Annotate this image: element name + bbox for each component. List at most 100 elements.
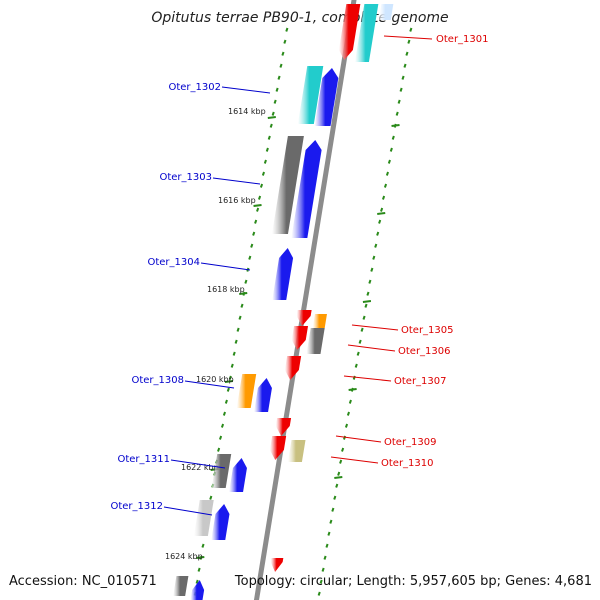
left-rail-dot: [281, 51, 285, 56]
kbp-tick-right: [362, 300, 372, 303]
left-rail-dot: [271, 111, 275, 116]
right-rail-dot: [370, 267, 374, 272]
right-rail-dot: [321, 567, 325, 572]
gene-oter-1301-red[interactable]: [338, 4, 361, 60]
gene-oter-1311-blue[interactable]: [229, 458, 247, 492]
leader-line-left: [163, 506, 213, 516]
gene-label-right[interactable]: Oter_1306: [398, 346, 451, 357]
left-rail-dot: [232, 351, 236, 356]
gene-bottom-blue[interactable]: [190, 580, 205, 600]
right-rail-dot: [378, 219, 382, 224]
right-rail-dot: [387, 159, 391, 164]
left-rail-dot: [256, 207, 260, 212]
gene-bottom-gray[interactable]: [173, 576, 189, 596]
gene-oter-1308-blue[interactable]: [254, 378, 272, 412]
left-rail-dot: [201, 543, 205, 548]
gene-label-right[interactable]: Oter_1309: [384, 437, 437, 448]
right-rail-dot: [341, 447, 345, 452]
right-rail-dot: [327, 531, 331, 536]
left-rail-dot: [220, 423, 225, 428]
kbp-label: 1616 kbp: [218, 196, 256, 205]
leader-line-left: [221, 86, 271, 94]
left-rail-dot: [269, 123, 273, 128]
gene-label-left[interactable]: Oter_1311: [117, 454, 170, 465]
kbp-tick-left: [224, 380, 234, 383]
gene-oter-1312-blue[interactable]: [211, 504, 230, 540]
right-rail-dot: [356, 351, 360, 356]
gene-label-right[interactable]: Oter_1301: [436, 34, 489, 45]
left-rail-dot: [244, 279, 248, 284]
gene-label-left[interactable]: Oter_1302: [168, 82, 221, 93]
gene-oter-1312[interactable]: [193, 500, 214, 536]
leader-line-right: [383, 35, 433, 40]
right-rail-dot: [409, 27, 413, 32]
left-rail-dot: [265, 147, 269, 152]
gene-oter-1301[interactable]: [354, 4, 379, 62]
gene-oter-1307[interactable]: [284, 356, 302, 380]
left-rail-dot: [234, 339, 238, 344]
right-rail-dot: [362, 315, 366, 320]
gene-bottom-red[interactable]: [270, 558, 284, 572]
right-rail-dot: [403, 63, 407, 68]
right-rail-dot: [372, 255, 376, 260]
gene-oter-1305b[interactable]: [291, 326, 309, 350]
leader-line-right: [330, 456, 379, 464]
kbp-tick-right: [348, 388, 357, 391]
right-rail-dot: [354, 363, 358, 368]
left-rail-dot: [224, 399, 228, 404]
kbp-tick-left: [267, 116, 276, 119]
gene-oter-1303[interactable]: [271, 136, 304, 234]
gene-oter-1310[interactable]: [287, 440, 306, 462]
gene-label-right[interactable]: Oter_1307: [394, 376, 447, 387]
right-rail-dot: [380, 207, 384, 212]
left-rail-dot: [273, 99, 277, 104]
right-rail-dot: [343, 435, 347, 440]
right-rail-dot: [323, 555, 327, 560]
leader-line-left: [212, 177, 261, 185]
left-rail-dot: [217, 447, 221, 452]
gene-label-left[interactable]: Oter_1312: [110, 501, 163, 512]
gene-oter-1302[interactable]: [297, 66, 324, 124]
gene-label-left[interactable]: Oter_1304: [147, 257, 200, 268]
right-rail-dot: [395, 111, 399, 116]
gene-label-left[interactable]: Oter_1303: [159, 172, 212, 183]
right-rail-dot: [407, 39, 411, 44]
gene-label-right[interactable]: Oter_1310: [381, 458, 434, 469]
kbp-tick-right: [377, 212, 386, 215]
gene-oter-1309[interactable]: [275, 418, 292, 436]
left-rail-dot: [254, 219, 258, 224]
gene-label-right[interactable]: Oter_1305: [401, 325, 454, 336]
gene-partial-pale[interactable]: [378, 4, 394, 20]
right-rail-dot: [385, 171, 389, 176]
gene-label-left[interactable]: Oter_1308: [131, 375, 184, 386]
right-rail-dot: [352, 375, 356, 380]
kbp-tick-left: [239, 292, 248, 295]
left-rail-dot: [283, 39, 287, 44]
gene-oter-1302-blue[interactable]: [314, 68, 339, 126]
gene-oter-1309b[interactable]: [269, 436, 287, 460]
right-rail-dot: [358, 339, 362, 344]
right-rail-dot: [391, 135, 395, 140]
right-rail-dot: [397, 99, 401, 104]
left-rail-dot: [275, 87, 279, 92]
gene-oter-1303-blue[interactable]: [291, 140, 322, 238]
gene-oter-1306-orange[interactable]: [312, 314, 327, 328]
gene-oter-1308[interactable]: [236, 374, 257, 408]
gene-oter-1311[interactable]: [211, 454, 232, 488]
right-rail-dot: [366, 291, 370, 296]
left-rail-dot: [248, 255, 252, 260]
left-rail-dot: [197, 567, 201, 572]
gene-oter-1304[interactable]: [272, 248, 294, 300]
gene-oter-1305[interactable]: [296, 310, 312, 326]
accession-text: Accession: NC_010571: [9, 574, 157, 589]
kbp-label: 1620 kbp: [196, 375, 234, 384]
right-rail-dot: [339, 459, 343, 464]
right-rail-dot: [376, 231, 380, 236]
right-rail-dot: [346, 411, 350, 416]
right-rail-dot: [364, 303, 368, 308]
kbp-label: 1624 kbp: [165, 552, 203, 561]
gene-oter-1306[interactable]: [306, 328, 325, 354]
right-rail-dot: [383, 183, 388, 188]
